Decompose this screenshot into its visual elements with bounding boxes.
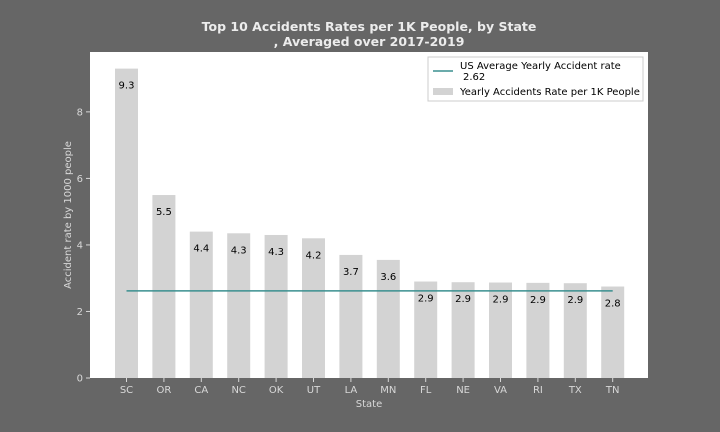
bar-value-label: 4.4 xyxy=(193,244,209,255)
x-tick-label: TN xyxy=(605,385,620,396)
chart-subtitle: , Averaged over 2017-2019 xyxy=(274,34,465,49)
y-tick-label: 0 xyxy=(77,374,83,385)
x-tick-label: TX xyxy=(568,385,582,396)
bar-value-label: 4.3 xyxy=(268,247,284,258)
y-tick-label: 2 xyxy=(77,307,83,318)
bar-nc xyxy=(227,233,251,378)
x-tick-label: OK xyxy=(269,385,284,396)
bar-mn xyxy=(376,259,400,378)
legend-line-value: 2.62 xyxy=(463,72,485,83)
x-tick-label: SC xyxy=(120,385,133,396)
x-tick-label: NE xyxy=(456,385,470,396)
bar-value-label: 9.3 xyxy=(119,81,135,92)
bar-value-label: 2.9 xyxy=(455,294,471,305)
y-tick-label: 8 xyxy=(77,107,83,118)
x-tick-label: RI xyxy=(533,385,543,396)
x-tick-label: FL xyxy=(420,385,432,396)
plot-area xyxy=(90,52,648,378)
bar-tx xyxy=(563,283,587,378)
bar-value-label: 4.2 xyxy=(306,250,322,261)
bar-value-label: 2.9 xyxy=(567,295,583,306)
x-ticks: SC OR CA NC OK UT LA MN FL NE VA RI TX TN xyxy=(120,378,620,396)
chart-title: Top 10 Accidents Rates per 1K People, by… xyxy=(202,19,537,34)
bar-sc xyxy=(115,68,138,378)
bar-value-label: 2.9 xyxy=(493,295,509,306)
legend-bar-swatch xyxy=(433,88,453,95)
x-tick-label: LA xyxy=(345,385,358,396)
bar-ca xyxy=(189,231,213,378)
bar-value-label: 5.5 xyxy=(156,207,172,218)
y-tick-label: 6 xyxy=(77,174,83,185)
y-axis-label: Accident rate by 1000 people xyxy=(63,141,74,289)
bar-tn xyxy=(601,286,625,378)
bars-group: 9.3 5.5 4.4 4.3 4.3 4.2 3.7 3.6 2.9 2.9 2.9 2.9 2.9 2… xyxy=(115,68,625,378)
legend-line-label: US Average Yearly Accident rate xyxy=(460,61,621,72)
bar-la xyxy=(339,254,363,378)
bar-value-label: 4.3 xyxy=(231,245,247,256)
x-axis-label: State xyxy=(356,399,382,410)
x-tick-label: MN xyxy=(380,385,396,396)
bar-value-label: 2.9 xyxy=(418,294,434,305)
bar-ne xyxy=(451,282,475,378)
x-tick-label: UT xyxy=(307,385,321,396)
x-tick-label: VA xyxy=(494,385,507,396)
bar-ut xyxy=(302,238,325,378)
x-tick-label: NC xyxy=(231,385,245,396)
bar-or xyxy=(152,195,176,378)
legend-bar-label: Yearly Accidents Rate per 1K People xyxy=(459,87,640,98)
bar-ri xyxy=(526,282,550,378)
bar-fl xyxy=(414,281,438,378)
x-tick-label: OR xyxy=(156,385,171,396)
x-tick-label: CA xyxy=(194,385,208,396)
bar-value-label: 2.9 xyxy=(530,295,546,306)
y-tick-label: 4 xyxy=(77,240,83,251)
bar-value-label: 2.8 xyxy=(605,299,621,310)
y-ticks: 0 2 4 6 8 xyxy=(77,107,90,385)
legend: US Average Yearly Accident rate 2.62 Yea… xyxy=(427,56,644,102)
bar-value-label: 3.7 xyxy=(343,267,359,278)
legend-box xyxy=(427,56,644,102)
bar-ok xyxy=(264,234,288,378)
bar-value-label: 3.6 xyxy=(380,272,396,283)
bar-va xyxy=(489,282,512,378)
